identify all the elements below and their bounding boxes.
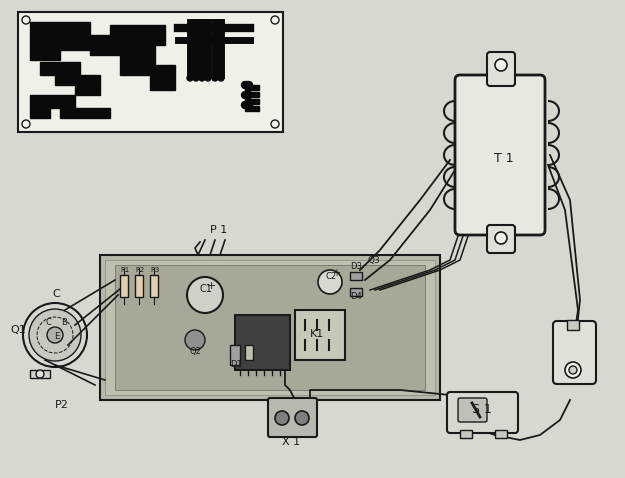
Bar: [120, 275, 128, 297]
Circle shape: [495, 232, 507, 244]
Text: C2: C2: [325, 272, 336, 281]
Circle shape: [187, 75, 193, 81]
Circle shape: [22, 120, 30, 128]
FancyBboxPatch shape: [458, 398, 487, 422]
FancyBboxPatch shape: [268, 398, 317, 437]
Circle shape: [187, 277, 223, 313]
Text: B: B: [61, 318, 67, 327]
Text: +: +: [207, 281, 216, 291]
Circle shape: [212, 75, 218, 81]
Circle shape: [205, 75, 211, 81]
Circle shape: [295, 411, 309, 425]
Circle shape: [246, 82, 252, 88]
Circle shape: [241, 91, 249, 98]
Circle shape: [218, 75, 224, 81]
Bar: [105, 260, 435, 395]
Circle shape: [22, 16, 30, 24]
Circle shape: [495, 59, 507, 71]
Polygon shape: [30, 95, 75, 118]
Circle shape: [246, 91, 252, 98]
Text: T 1: T 1: [494, 152, 514, 165]
Text: Q3: Q3: [367, 256, 380, 265]
Text: S 1: S 1: [472, 403, 492, 416]
Circle shape: [275, 411, 289, 425]
Polygon shape: [60, 108, 110, 118]
Polygon shape: [40, 62, 100, 95]
Text: R1: R1: [120, 267, 129, 273]
Circle shape: [318, 270, 342, 294]
Circle shape: [271, 16, 279, 24]
Text: K1: K1: [310, 329, 324, 339]
Bar: [115, 265, 425, 390]
Circle shape: [23, 303, 87, 367]
FancyBboxPatch shape: [487, 52, 515, 86]
Polygon shape: [30, 22, 110, 60]
FancyBboxPatch shape: [487, 225, 515, 253]
Circle shape: [246, 101, 252, 109]
Bar: [230, 345, 240, 365]
Bar: [295, 310, 345, 360]
Text: D1: D1: [230, 360, 242, 369]
Bar: [235, 315, 290, 370]
Circle shape: [565, 362, 581, 378]
Bar: [245, 92, 259, 97]
Polygon shape: [110, 25, 175, 90]
Text: E: E: [54, 332, 59, 341]
Text: P 1: P 1: [210, 225, 227, 235]
Bar: [495, 430, 507, 438]
Circle shape: [569, 366, 577, 374]
Bar: [18, 12, 283, 132]
Circle shape: [36, 370, 44, 378]
Bar: [245, 99, 259, 104]
Bar: [245, 106, 259, 111]
Circle shape: [244, 101, 251, 109]
Circle shape: [29, 309, 81, 361]
Circle shape: [185, 330, 205, 350]
Circle shape: [241, 82, 249, 88]
Bar: [30, 370, 50, 378]
Text: D4: D4: [350, 292, 362, 301]
FancyBboxPatch shape: [455, 75, 545, 235]
Circle shape: [47, 327, 63, 343]
FancyBboxPatch shape: [553, 321, 596, 384]
Text: R3: R3: [150, 267, 159, 273]
Bar: [150, 275, 158, 297]
FancyBboxPatch shape: [447, 392, 518, 433]
Text: C: C: [52, 289, 60, 299]
Circle shape: [244, 91, 251, 98]
Text: R2: R2: [135, 267, 144, 273]
Bar: [350, 288, 362, 296]
Bar: [245, 345, 253, 360]
Text: X 1: X 1: [282, 437, 300, 447]
Text: C1: C1: [200, 284, 213, 294]
Bar: [350, 272, 362, 280]
Circle shape: [199, 75, 205, 81]
Bar: [460, 430, 472, 438]
Circle shape: [193, 75, 199, 81]
Text: +: +: [332, 268, 340, 278]
Circle shape: [271, 120, 279, 128]
Circle shape: [241, 101, 249, 109]
Bar: [100, 255, 440, 400]
Bar: [567, 320, 579, 330]
Text: Q1: Q1: [10, 325, 26, 335]
Text: D3: D3: [350, 262, 362, 271]
Text: Q2: Q2: [190, 347, 202, 356]
Bar: [135, 275, 143, 297]
Bar: [245, 85, 259, 90]
Text: C: C: [45, 318, 51, 327]
Circle shape: [244, 82, 251, 88]
Text: P2: P2: [55, 400, 69, 410]
